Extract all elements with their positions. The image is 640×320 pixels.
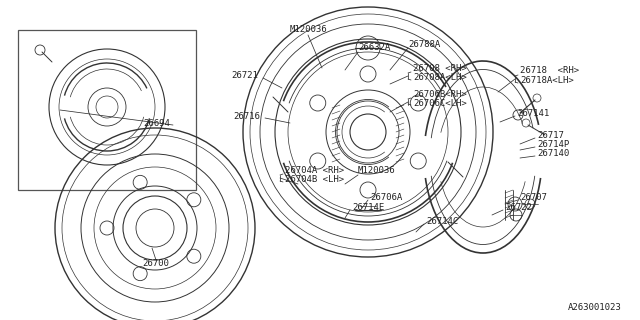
Text: 26718A<LH>: 26718A<LH> <box>520 76 573 84</box>
Text: 26722: 26722 <box>505 203 532 212</box>
Text: M120036: M120036 <box>358 165 396 174</box>
Text: 267140: 267140 <box>537 148 569 157</box>
Text: A263001023: A263001023 <box>568 303 622 313</box>
Text: M120036: M120036 <box>289 25 327 34</box>
Text: 26716: 26716 <box>233 111 260 121</box>
Text: 26700: 26700 <box>143 260 170 268</box>
Text: 26708A<LH>: 26708A<LH> <box>413 73 467 82</box>
Bar <box>18 30 196 190</box>
Text: 26714E: 26714E <box>352 203 384 212</box>
Text: 26704A <RH>: 26704A <RH> <box>285 165 344 174</box>
Text: 26706C<LH>: 26706C<LH> <box>413 99 467 108</box>
Text: 26706A: 26706A <box>370 194 403 203</box>
Text: 26694: 26694 <box>143 118 170 127</box>
Text: 26707: 26707 <box>520 193 547 202</box>
Text: 26718  <RH>: 26718 <RH> <box>520 66 579 75</box>
Text: 26704B <LH>: 26704B <LH> <box>285 174 344 183</box>
Text: 26714P: 26714P <box>537 140 569 148</box>
Text: 26708 <RH>: 26708 <RH> <box>413 63 467 73</box>
Text: 26788A: 26788A <box>408 39 440 49</box>
Text: 26632A: 26632A <box>358 43 390 52</box>
Text: 26717: 26717 <box>537 131 564 140</box>
Text: 26721: 26721 <box>231 70 258 79</box>
Text: 26706B<RH>: 26706B<RH> <box>413 90 467 99</box>
Text: 26714C: 26714C <box>426 218 458 227</box>
Text: 267141: 267141 <box>517 108 549 117</box>
